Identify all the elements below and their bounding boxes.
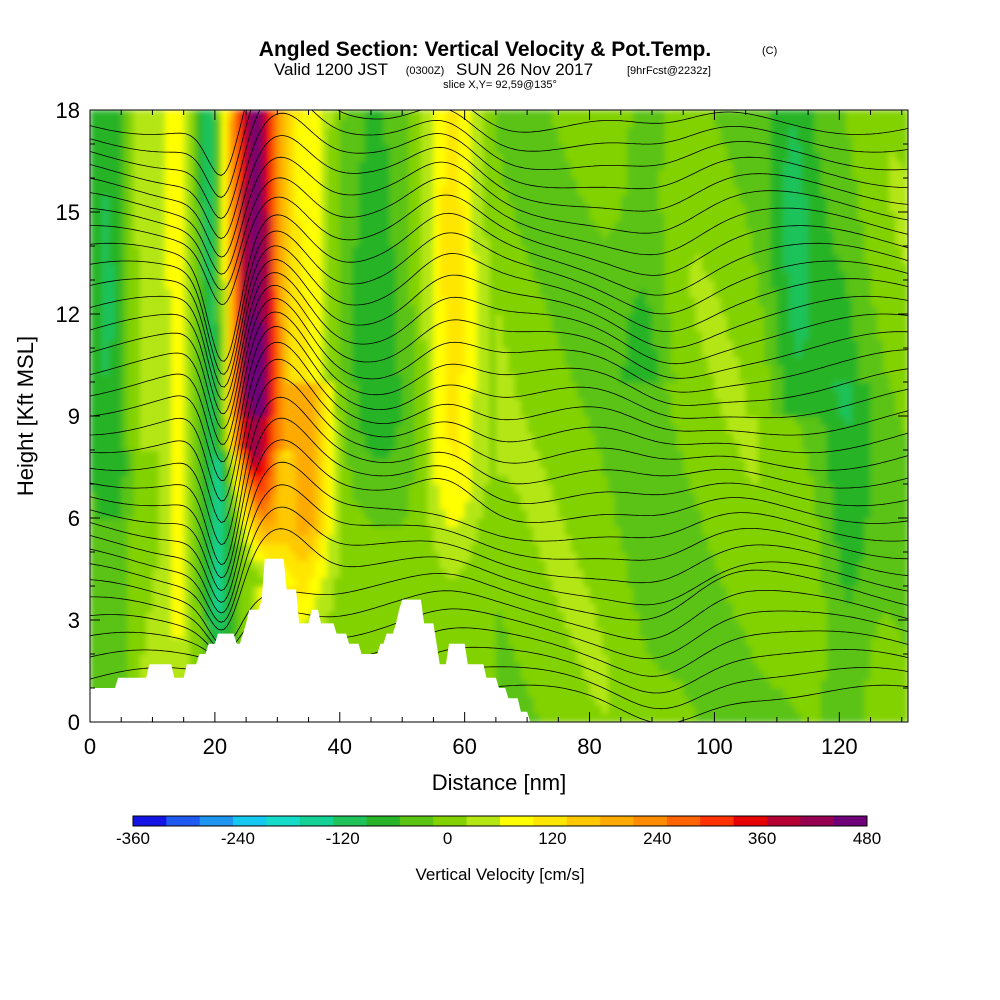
colorbar-swatch — [700, 816, 734, 826]
colorbar-swatch — [166, 816, 201, 826]
y-axis: 0 3 6 9 12 15 18 — [56, 98, 908, 735]
colorbar-tick-label: -360 — [116, 829, 150, 848]
x-tick-label: 0 — [84, 734, 96, 759]
subtitle-slice: slice X,Y= 92,59@135° — [443, 79, 557, 91]
subtitle-forecast: [9hrFcst@2232z] — [627, 65, 711, 77]
colorbar-tick-label: 120 — [538, 829, 566, 848]
colorbar-swatch — [399, 816, 434, 826]
y-tick-label: 6 — [68, 506, 80, 531]
colorbar-swatch — [800, 816, 834, 826]
x-axis: 0 20 40 60 80 100 120 — [84, 110, 903, 759]
colorbar-ticks: -360 -240 -120 0 120 240 360 480 — [116, 829, 881, 848]
colorbar-label: Vertical Velocity [cm/s] — [415, 865, 584, 884]
x-tick-label: 20 — [203, 734, 227, 759]
title-suffix: (C) — [762, 45, 777, 57]
colorbar-swatch — [366, 816, 401, 826]
colorbar-swatch — [766, 816, 801, 826]
x-tick-label: 60 — [452, 734, 476, 759]
y-tick-label: 3 — [68, 608, 80, 633]
subtitle-valid: Valid 1200 JST — [274, 60, 388, 79]
colorbar-swatch — [433, 816, 467, 826]
colorbar-swatch — [666, 816, 701, 826]
terrain — [90, 558, 908, 722]
colorbar-swatch — [500, 816, 534, 826]
velocity-field — [90, 110, 908, 722]
colorbar-swatch — [566, 816, 601, 826]
colorbar-swatch — [833, 816, 868, 826]
x-tick-label: 80 — [577, 734, 601, 759]
colorbar-frame — [132, 815, 868, 827]
chart-title: Angled Section: Vertical Velocity & Pot.… — [259, 38, 711, 61]
colorbar-swatch — [600, 816, 634, 826]
y-tick-label: 12 — [56, 302, 80, 327]
colorbar-tick-label: -240 — [221, 829, 255, 848]
x-tick-label: 120 — [821, 734, 858, 759]
colorbar-swatch — [199, 816, 234, 826]
y-axis-label: Height [Kft MSL] — [13, 336, 38, 496]
y-tick-label: 0 — [68, 710, 80, 735]
colorbar-swatch — [633, 816, 668, 826]
colorbar-swatch — [733, 816, 768, 826]
x-tick-label: 40 — [328, 734, 352, 759]
colorbar-swatch — [233, 816, 267, 826]
colorbar-swatch — [299, 816, 334, 826]
x-tick-label: 100 — [696, 734, 733, 759]
colorbar-swatch — [266, 816, 301, 826]
y-tick-label: 9 — [68, 404, 80, 429]
colorbar-tick-label: 360 — [748, 829, 776, 848]
colorbar-tick-label: 240 — [643, 829, 671, 848]
colorbar-swatch — [466, 816, 501, 826]
potential-temperature-contours — [90, 110, 908, 722]
colorbar-swatch — [133, 816, 167, 826]
colorbar-swatch — [533, 816, 568, 826]
colorbar-tick-label: 0 — [443, 829, 452, 848]
colorbar-tick-label: 480 — [853, 829, 881, 848]
colorbar-swatch — [333, 816, 367, 826]
y-tick-label: 15 — [56, 200, 80, 225]
colorbar-tick-label: -120 — [326, 829, 360, 848]
y-tick-label: 18 — [56, 98, 80, 123]
x-axis-label: Distance [nm] — [432, 770, 567, 795]
colorbar — [132, 815, 868, 827]
subtitle-utc: (0300Z) — [406, 65, 445, 77]
subtitle-date: SUN 26 Nov 2017 — [456, 60, 593, 79]
